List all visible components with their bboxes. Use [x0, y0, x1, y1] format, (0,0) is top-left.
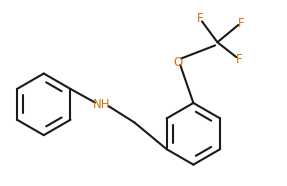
- Text: O: O: [174, 56, 183, 69]
- Text: F: F: [197, 12, 203, 25]
- Text: F: F: [236, 53, 243, 66]
- Text: NH: NH: [93, 98, 110, 111]
- Text: F: F: [238, 17, 244, 30]
